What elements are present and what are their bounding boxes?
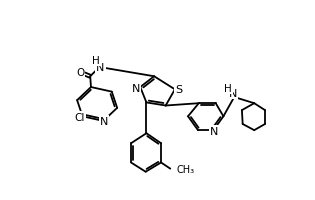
Text: S: S [175,85,182,95]
Text: N: N [96,63,104,73]
Text: N: N [210,126,218,136]
Text: N: N [100,116,108,126]
Text: Cl: Cl [74,112,85,122]
Text: H: H [93,56,100,66]
Text: H: H [224,83,232,93]
Text: CH₃: CH₃ [176,164,195,174]
Text: N: N [228,89,237,99]
Text: O: O [76,68,84,78]
Text: N: N [131,83,140,93]
